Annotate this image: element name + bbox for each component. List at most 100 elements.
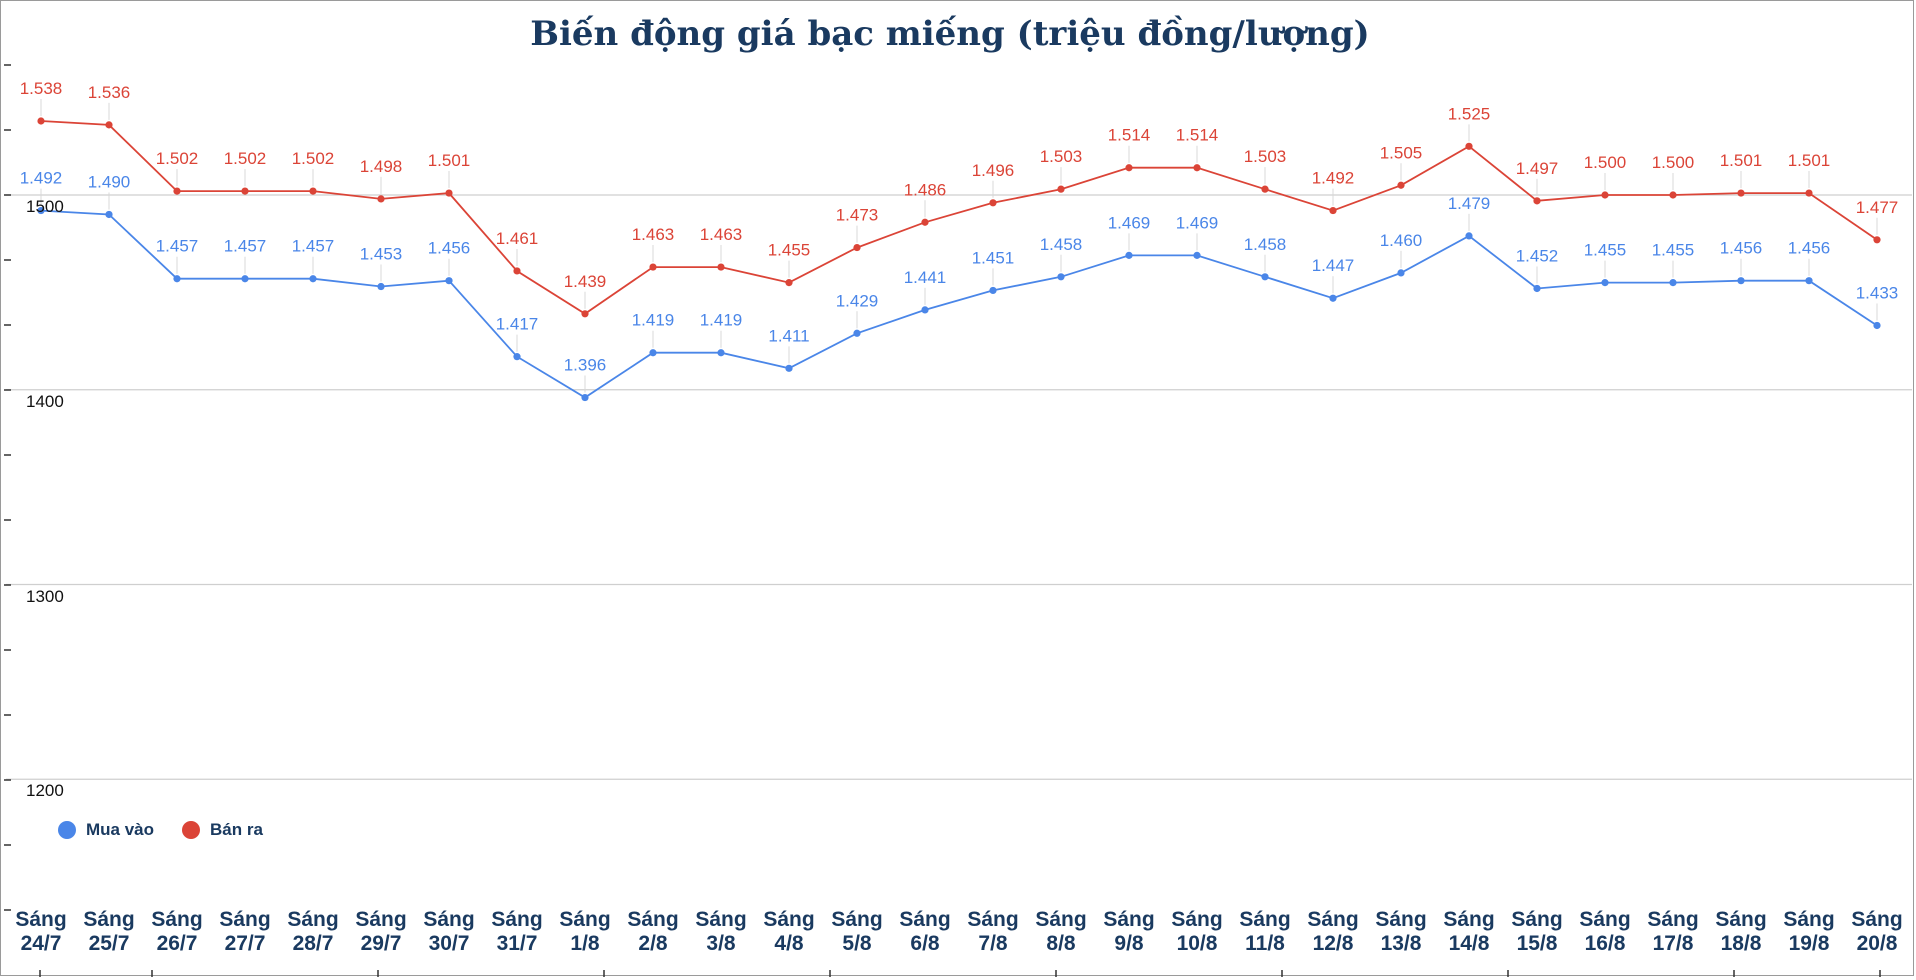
data-label: 1.451	[972, 248, 1015, 267]
x-tick-label: Sáng 25/7	[75, 908, 143, 956]
data-point	[1805, 277, 1813, 285]
x-tick-line: 6/8	[910, 932, 940, 955]
data-point	[921, 218, 929, 226]
data-point	[1669, 191, 1677, 199]
data-label: 1.497	[1516, 159, 1559, 178]
data-label: 1.501	[1788, 151, 1831, 170]
x-tick-label: Sáng 3/8	[687, 908, 755, 956]
x-tick-line: Sáng	[1511, 908, 1563, 931]
data-point	[1465, 232, 1473, 240]
data-label: 1.501	[1720, 151, 1763, 170]
x-tick-label: Sáng 30/7	[415, 908, 483, 956]
x-tick-line: 7/8	[978, 932, 1008, 955]
data-point	[581, 393, 589, 402]
x-tick-line: Sáng	[491, 908, 543, 931]
x-tick-line: 26/7	[156, 932, 198, 955]
data-label: 1.396	[564, 356, 607, 375]
x-tick-line: 20/8	[1856, 932, 1898, 955]
data-label: 1.463	[632, 225, 675, 244]
data-point	[1533, 284, 1541, 293]
data-label: 1.525	[1448, 104, 1491, 123]
x-tick-line: 3/8	[706, 932, 736, 955]
series-lines	[40, 120, 1878, 399]
data-point	[717, 263, 725, 271]
data-point	[921, 306, 929, 314]
x-tick-line: 4/8	[774, 932, 804, 955]
data-point	[1125, 251, 1133, 259]
x-tick-line: 25/7	[88, 932, 130, 955]
data-label: 1.461	[496, 229, 539, 248]
x-tick-line: 2/8	[638, 932, 668, 955]
x-tick-line: Sáng	[1647, 908, 1699, 931]
data-label: 1.479	[1448, 194, 1491, 213]
data-point	[105, 121, 113, 129]
data-label: 1.419	[700, 311, 743, 330]
data-label: 1.486	[904, 180, 947, 199]
y-tick-label: 1400	[26, 391, 64, 411]
x-tick-line: 28/7	[292, 932, 334, 955]
data-labels: 1.492 1.490 1.457 1.457 1.457 1.453 1.456 1.417…	[20, 79, 1898, 393]
x-tick-line: 1/8	[570, 932, 600, 955]
x-tick-label: Sáng 8/8	[1027, 908, 1095, 956]
data-point	[105, 210, 113, 219]
data-point	[1873, 236, 1881, 244]
x-tick-line: 16/8	[1584, 932, 1626, 955]
x-tick-label: Sáng 16/8	[1571, 908, 1639, 956]
x-tick-label: Sáng 7/8	[959, 908, 1027, 956]
data-point	[1329, 206, 1337, 215]
data-label: 1.429	[836, 291, 879, 310]
x-tick-line: 14/8	[1448, 932, 1490, 955]
chart-title: Biến động giá bạc miếng (triệu đồng/lượn…	[530, 14, 1370, 54]
x-tick-label: Sáng 12/8	[1299, 908, 1367, 956]
data-point	[649, 263, 657, 271]
x-tick-line: 13/8	[1380, 932, 1422, 955]
data-label: 1.496	[972, 161, 1015, 180]
x-tick-label: Sáng 29/7	[347, 908, 415, 956]
y-tick-label: 1300	[26, 586, 64, 606]
data-label: 1.455	[1652, 241, 1695, 260]
x-tick-line: 9/8	[1114, 932, 1144, 955]
gridlines	[6, 194, 1912, 780]
data-label: 1.419	[632, 311, 675, 330]
x-tick-label: Sáng 31/7	[483, 908, 551, 956]
data-label: 1.452	[1516, 246, 1559, 265]
x-tick-line: Sáng	[1443, 908, 1495, 931]
data-label: 1.536	[88, 83, 131, 102]
data-point	[309, 275, 317, 283]
x-tick-line: 18/8	[1720, 932, 1762, 955]
x-tick-line: Sáng	[423, 908, 475, 931]
data-point	[1805, 189, 1813, 197]
data-point	[853, 243, 861, 252]
data-label: 1.514	[1176, 126, 1219, 145]
data-point	[309, 187, 317, 195]
x-tick-line: Sáng	[1035, 908, 1087, 931]
data-label: 1.456	[428, 239, 471, 258]
data-label: 1.498	[360, 157, 403, 176]
data-label: 1.501	[428, 151, 471, 170]
data-label: 1.457	[224, 237, 267, 256]
data-point	[1125, 164, 1133, 172]
x-tick-line: Sáng	[15, 908, 67, 931]
x-tick-line: 27/7	[224, 932, 266, 955]
data-point	[37, 206, 45, 215]
data-label: 1.538	[20, 79, 63, 98]
x-tick-label: Sáng 1/8	[551, 908, 619, 956]
x-tick-line: 11/8	[1245, 932, 1285, 955]
x-tick-line: 10/8	[1176, 932, 1218, 955]
x-tick-line: 5/8	[842, 932, 872, 955]
data-point	[377, 195, 385, 203]
x-tick-line: Sáng	[763, 908, 815, 931]
data-point	[173, 275, 181, 283]
x-tick-line: Sáng	[1579, 908, 1631, 931]
data-label: 1.490	[88, 172, 131, 191]
y-tick-label: 1500	[26, 197, 64, 216]
data-point	[513, 353, 521, 361]
data-point	[989, 199, 997, 207]
x-tick-line: Sáng	[83, 908, 135, 931]
x-tick-label: Sáng 10/8	[1163, 908, 1231, 956]
x-tick-line: 19/8	[1788, 932, 1830, 955]
x-tick-label: Sáng 19/8	[1775, 908, 1843, 956]
series-line-0	[40, 209, 1878, 399]
x-tick-line: Sáng	[627, 908, 679, 931]
